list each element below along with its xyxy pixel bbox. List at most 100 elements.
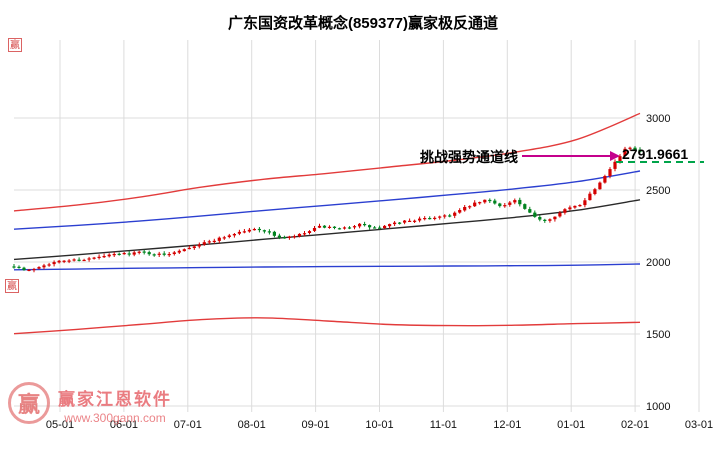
candle-body [67, 260, 71, 262]
candle-body [588, 193, 592, 201]
candle-body [608, 169, 612, 176]
candle-body [177, 250, 181, 253]
candle-body [72, 259, 76, 261]
candle-body [598, 182, 602, 190]
candle-body [528, 209, 532, 213]
candle-body [433, 217, 437, 219]
chart-title: 广东国资改革概念(859377)赢家极反通道 [227, 15, 499, 32]
candle-body [42, 265, 46, 268]
candle-body [252, 229, 256, 231]
candle-body [388, 224, 392, 227]
candle-body [468, 206, 472, 208]
price-label: 2791.9661 [622, 145, 689, 162]
svg-text:11-01: 11-01 [430, 419, 457, 431]
candle-body [518, 199, 522, 205]
svg-text:03-01: 03-01 [685, 419, 713, 431]
candle-body [327, 226, 332, 228]
candle-body [523, 204, 527, 209]
candle-body [428, 218, 432, 220]
candle-body [287, 236, 291, 238]
candle-body [262, 230, 266, 232]
candle-body [408, 220, 412, 222]
candle-body [122, 253, 126, 255]
candles-layer [12, 146, 642, 273]
candle-body [493, 200, 497, 204]
candle-body [187, 247, 191, 250]
candle-body [473, 202, 477, 207]
svg-text:06-01: 06-01 [110, 419, 138, 431]
candle-body [568, 207, 572, 210]
candle-body [152, 254, 156, 256]
candle-body [322, 225, 327, 228]
candle-body [332, 226, 337, 228]
candle-body [47, 264, 51, 266]
candle-body [37, 267, 41, 269]
svg-text:08-01: 08-01 [238, 419, 266, 431]
watermark-stamp-icon: 赢 [8, 38, 22, 52]
candle-body [22, 267, 26, 271]
candle-body [453, 212, 457, 216]
candle-body [257, 228, 261, 231]
candle-body [378, 227, 382, 229]
channel-line-upper-inner-blue [13, 170, 641, 230]
candle-body [498, 203, 502, 207]
candle-body [27, 269, 31, 271]
candle-body [197, 244, 201, 247]
candle-body [192, 246, 196, 248]
candle-body [538, 217, 542, 220]
candle-body [227, 235, 231, 237]
candle-body [182, 249, 186, 252]
candle-body [237, 231, 241, 234]
candle-body [633, 147, 637, 150]
gridlines [14, 40, 700, 412]
svg-text:2000: 2000 [646, 257, 670, 269]
candle-body [92, 257, 96, 259]
candle-body [573, 205, 577, 208]
candle-body [212, 240, 216, 242]
candle-body [423, 218, 427, 220]
candle-body [52, 262, 56, 265]
candle-body [162, 253, 166, 255]
candle-body [282, 237, 286, 239]
candle-body [553, 216, 557, 220]
candle-body [628, 147, 632, 149]
candle-body [513, 200, 517, 203]
candle-body [393, 222, 397, 225]
candle-body [107, 254, 111, 257]
channel-line-upper-outer-red [13, 112, 641, 212]
svg-text:02-01: 02-01 [621, 419, 649, 431]
candle-body [242, 231, 246, 233]
candle-body [267, 231, 271, 233]
candle-body [157, 253, 161, 255]
candle-body [232, 234, 236, 236]
candle-body [403, 220, 407, 223]
candle-body [503, 205, 507, 207]
candle-body [448, 215, 452, 217]
candle-body [483, 199, 487, 203]
candle-body [603, 176, 607, 183]
axis-labels: 3000 2500 2000 1500 1000 05-01 06-01 07-01 08-01… [46, 113, 713, 431]
candle-body [342, 227, 347, 229]
candle-body [222, 237, 226, 239]
candle-body [202, 242, 206, 245]
candle-body [117, 253, 121, 255]
candle-body [312, 228, 317, 231]
channel-line-middle-trend-black [13, 199, 641, 261]
candle-body [62, 260, 66, 262]
channel-annotation-text: 挑战强势通道线 [420, 148, 518, 165]
svg-text:12-01: 12-01 [493, 419, 521, 431]
candle-body [623, 148, 627, 156]
candle-body [247, 229, 251, 232]
candle-body [207, 241, 211, 243]
candle-body [297, 233, 302, 237]
candle-body [578, 205, 582, 207]
candle-body [132, 252, 136, 255]
svg-text:01-01: 01-01 [557, 419, 585, 431]
candle-body [543, 219, 547, 221]
candle-body [307, 231, 312, 233]
candle-body [548, 219, 552, 221]
candle-body [488, 199, 492, 202]
candle-body [383, 225, 387, 229]
